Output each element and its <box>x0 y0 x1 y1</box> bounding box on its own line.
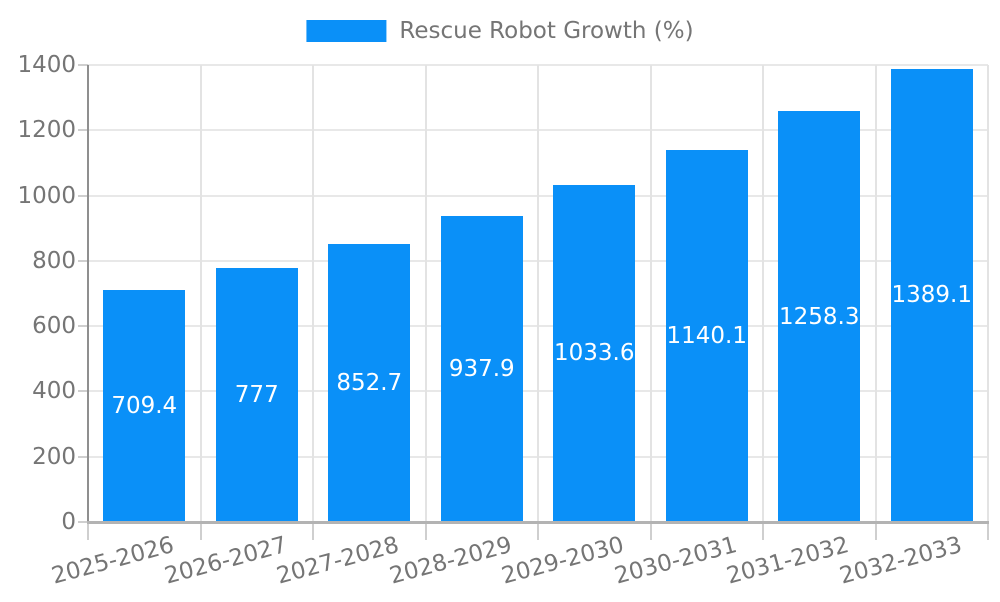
y-tick-label: 600 <box>32 313 76 340</box>
x-axis-line <box>87 521 989 524</box>
chart-legend: Rescue Robot Growth (%) <box>306 18 694 44</box>
bar-value-label: 1140.1 <box>666 322 747 349</box>
bar <box>328 243 411 523</box>
bar <box>890 68 973 523</box>
x-tick <box>87 523 89 540</box>
x-gridline <box>424 65 427 522</box>
bar-value-label: 777 <box>234 382 279 409</box>
y-tick-label: 400 <box>32 378 76 405</box>
y-tick <box>78 259 88 262</box>
y-tick <box>78 521 88 523</box>
x-tick <box>874 523 877 540</box>
y-tick-label: 1000 <box>17 182 76 209</box>
bar <box>440 215 523 523</box>
y-tick-label: 800 <box>32 247 76 274</box>
bar-value-label: 1258.3 <box>779 303 860 330</box>
y-tick-label: 0 <box>61 509 76 535</box>
x-gridline <box>199 65 202 522</box>
x-gridline <box>312 65 314 522</box>
bar-value-label: 1389.1 <box>891 282 972 309</box>
y-tick <box>78 455 88 458</box>
x-gridline <box>537 65 539 522</box>
x-gridline <box>987 65 989 522</box>
y-tick <box>78 64 88 66</box>
bar <box>103 290 186 523</box>
bar <box>778 111 861 523</box>
x-tick <box>987 523 989 540</box>
bar <box>665 149 748 523</box>
x-gridline <box>649 65 652 522</box>
y-tick <box>78 325 88 328</box>
x-tick <box>537 523 539 540</box>
bar-value-label: 937.9 <box>448 355 515 382</box>
x-tick <box>649 523 652 540</box>
x-tick <box>199 523 202 540</box>
bar-value-label: 1033.6 <box>554 340 635 367</box>
x-gridline <box>762 65 764 522</box>
bar <box>553 184 636 523</box>
legend-swatch <box>306 20 387 42</box>
bar <box>215 268 298 523</box>
y-tick-label: 1400 <box>17 52 76 78</box>
x-tick <box>312 523 314 540</box>
y-tick <box>78 390 88 393</box>
y-axis-line <box>87 65 89 523</box>
bar-value-label: 852.7 <box>336 369 403 396</box>
y-tick <box>78 129 88 132</box>
x-tick <box>762 523 764 540</box>
x-gridline <box>874 65 877 522</box>
x-tick <box>424 523 427 540</box>
y-tick-label: 200 <box>32 443 76 470</box>
y-tick-label: 1200 <box>17 117 76 144</box>
y-tick <box>78 194 88 197</box>
bar-value-label: 709.4 <box>111 393 178 420</box>
legend-label: Rescue Robot Growth (%) <box>399 18 694 44</box>
